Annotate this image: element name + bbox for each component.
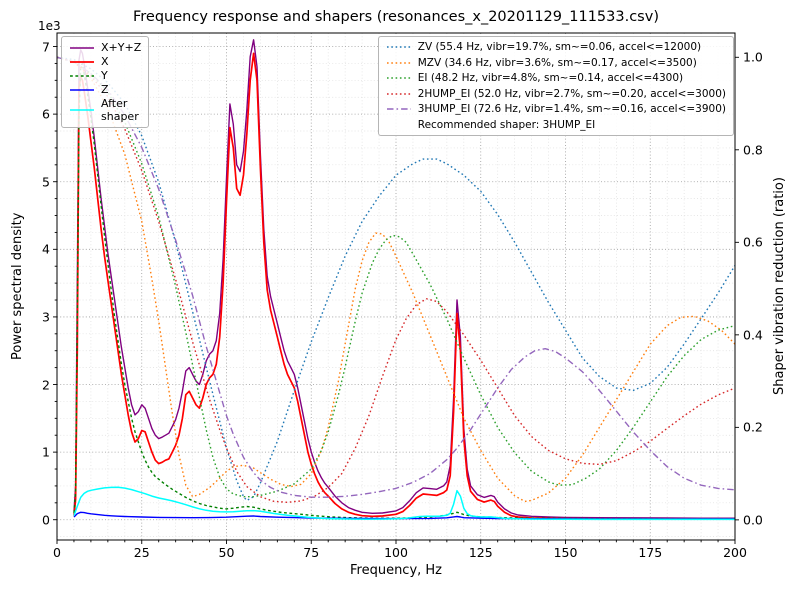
x-tick-label: 25: [133, 545, 150, 560]
series-ei: [57, 56, 735, 498]
x-tick-label: 125: [468, 545, 493, 560]
y-right-tick-label: 0.4: [743, 327, 763, 343]
legend-item-zv: ZV (55.4 Hz, vibr=19.7%, sm~=0.06, accel…: [386, 41, 726, 54]
legend-label: Z: [101, 83, 109, 96]
legend-item-x: X: [69, 55, 141, 68]
legend-line-zv: [386, 46, 411, 48]
legend-line-y: [70, 74, 94, 77]
legend-item-ei: EI (48.2 Hz, vibr=4.8%, sm~=0.14, accel<…: [386, 72, 726, 85]
y-left-tick-label: 2: [42, 377, 50, 393]
legend-label: MZV (34.6 Hz, vibr=3.6%, sm~=0.17, accel…: [417, 56, 697, 69]
x-tick-label: 50: [218, 545, 235, 560]
y-left-tick-label: 4: [42, 241, 50, 257]
legend-line-x-y-z: [70, 46, 94, 49]
x-tick-label: 175: [638, 545, 663, 560]
y-right-tick-label: 0.8: [743, 142, 763, 158]
series-after-shaper: [73, 486, 735, 521]
legend-line-z: [70, 88, 94, 91]
legend-shapers: ZV (55.4 Hz, vibr=19.7%, sm~=0.06, accel…: [377, 36, 734, 136]
legend-line-after-shaper: [70, 109, 94, 111]
y-right-tick-label: 0.0: [743, 512, 763, 528]
series-y: [73, 62, 735, 520]
legend-label: EI (48.2 Hz, vibr=4.8%, sm~=0.14, accel<…: [417, 72, 684, 84]
legend-item-2hump-ei: 2HUMP_EI (52.0 Hz, vibr=2.7%, sm~=0.20, …: [386, 88, 726, 101]
series-mzv: [57, 56, 735, 503]
y-axis-offset-text: 1e3: [38, 19, 61, 33]
y-left-tick-label: 0: [42, 512, 50, 528]
legend-label: X: [101, 55, 109, 68]
chart-title: Frequency response and shapers (resonanc…: [133, 9, 659, 25]
legend-label: Recommended shaper: 3HUMP_EI: [417, 118, 596, 131]
y-right-tick-label: 0.6: [743, 234, 763, 250]
legend-item-mzv: MZV (34.6 Hz, vibr=3.6%, sm~=0.17, accel…: [386, 57, 726, 70]
legend-line-none: [386, 119, 412, 131]
legend-item-3hump-ei: 3HUMP_EI (72.6 Hz, vibr=1.4%, sm~=0.16, …: [386, 103, 726, 116]
legend-item-y: Y: [69, 69, 141, 82]
grid-minor: [57, 33, 735, 540]
y-left-tick-label: 5: [42, 174, 50, 190]
x-tick-label: 200: [723, 545, 747, 560]
y-axis-label-right: Shaper vibration reduction (ratio): [772, 177, 787, 396]
x-tick-label: 150: [553, 545, 578, 560]
x-tick-label: 100: [384, 545, 408, 560]
legend-label: ZV (55.4 Hz, vibr=19.7%, sm~=0.06, accel…: [417, 41, 702, 53]
legend-label: Y: [101, 69, 108, 82]
legend-line-x: [70, 60, 94, 63]
legend-label: 2HUMP_EI (52.0 Hz, vibr=2.7%, sm~=0.20, …: [417, 87, 726, 100]
y-left-tick-label: 1: [42, 444, 50, 460]
y-left-tick-label: 6: [42, 106, 50, 122]
legend-item-note: Recommended shaper: 3HUMP_EI: [386, 119, 726, 132]
legend-label: After shaper: [101, 97, 139, 123]
y-left-tick-label: 3: [42, 309, 50, 325]
legend-line-2hump-ei: [386, 93, 411, 95]
y-left-tick-label: 7: [42, 39, 50, 55]
series-lines: [57, 39, 735, 521]
legend-item-after-shaper: After shaper: [69, 97, 141, 123]
x-axis-label: Frequency, Hz: [349, 563, 443, 578]
x-tick-label: 0: [53, 545, 61, 560]
x-tick-label: 75: [303, 545, 320, 560]
y-right-tick-label: 0.2: [743, 419, 763, 435]
legend-item-z: Z: [69, 83, 141, 96]
legend-item-x-y-z: X+Y+Z: [69, 41, 141, 54]
legend-line-ei: [386, 77, 411, 79]
legend-label: 3HUMP_EI (72.6 Hz, vibr=1.4%, sm~=0.16, …: [417, 103, 726, 115]
legend-line-mzv: [386, 62, 411, 64]
legend-label: X+Y+Z: [101, 41, 142, 54]
legend-psd: X+Y+Z X Y Z After shaper: [61, 36, 150, 128]
y-right-tick-label: 1.0: [743, 49, 763, 65]
tick-marks: [53, 46, 739, 544]
series-3hump-ei: [57, 56, 735, 498]
y-axis-label-left: Power spectral density: [10, 212, 25, 361]
legend-line-3hump-ei: [386, 108, 411, 110]
series-x: [73, 52, 735, 521]
series-z: [73, 511, 735, 520]
